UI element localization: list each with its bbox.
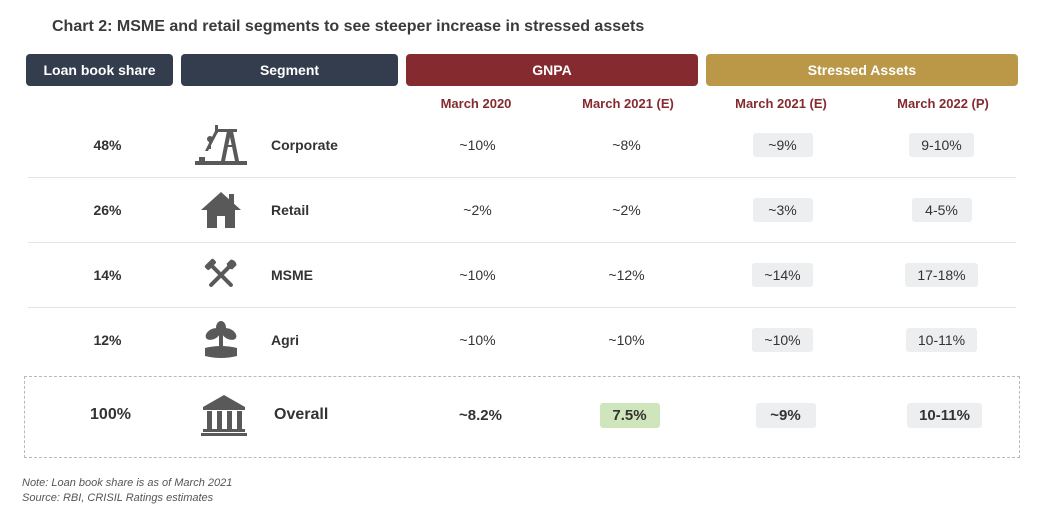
share-retail: 26% <box>22 180 177 240</box>
header-stressed-assets: Stressed Assets <box>706 54 1018 86</box>
footnote-line1: Note: Loan book share is as of March 202… <box>22 476 1032 491</box>
gnpa-corporate: ~10% ~8% <box>402 115 702 175</box>
gnpa2021-overall: 7.5% <box>600 403 660 428</box>
subheader-empty-1 <box>22 96 177 115</box>
gnpa-overall: ~8.2% 7.5% <box>405 383 705 447</box>
segment-corporate: Corporate <box>177 115 402 175</box>
segment-overall: Overall <box>180 383 405 447</box>
gnpa2020-overall: ~8.2% <box>409 407 552 424</box>
gnpa2021-msme: ~12% <box>555 267 698 283</box>
row-divider <box>28 177 1016 178</box>
gnpa2020-agri: ~10% <box>406 332 549 348</box>
segment-label-overall: Overall <box>274 406 401 424</box>
plant-icon <box>181 320 261 360</box>
stressed2021-retail: ~3% <box>753 198 813 222</box>
share-corporate: 48% <box>22 115 177 175</box>
share-agri: 12% <box>22 310 177 370</box>
overall-row: 100% Overall ~8.2% 7.5% ~9% <box>24 376 1020 458</box>
stressed-msme: ~14% 17-18% <box>702 245 1022 305</box>
row-divider <box>28 307 1016 308</box>
stressed-agri: ~10% 10-11% <box>702 310 1022 370</box>
stressed2022-retail: 4-5% <box>912 198 972 222</box>
stressed2022-corporate: 9-10% <box>909 133 973 157</box>
gnpa2021-retail: ~2% <box>555 202 698 218</box>
bank-icon <box>184 393 264 437</box>
stressed-retail: ~3% 4-5% <box>702 180 1022 240</box>
subheader-gnpa-2021: March 2021 (E) <box>554 96 702 111</box>
oil-rig-icon <box>181 125 261 165</box>
gnpa2021-agri: ~10% <box>555 332 698 348</box>
segment-agri: Agri <box>177 310 402 370</box>
stressed-corporate: ~9% 9-10% <box>702 115 1022 175</box>
stressed2021-corporate: ~9% <box>753 133 813 157</box>
header-gnpa: GNPA <box>406 54 698 86</box>
gnpa2020-corporate: ~10% <box>406 137 549 153</box>
row-divider <box>28 242 1016 243</box>
stressed2021-agri: ~10% <box>752 328 812 352</box>
segment-msme: MSME <box>177 245 402 305</box>
subheader-empty-2 <box>177 96 402 115</box>
segment-label-corporate: Corporate <box>271 137 398 153</box>
share-msme: 14% <box>22 245 177 305</box>
share-overall: 100% <box>25 383 180 447</box>
gnpa-msme: ~10% ~12% <box>402 245 702 305</box>
header-loan-book-share: Loan book share <box>26 54 173 86</box>
chart-title: Chart 2: MSME and retail segments to see… <box>52 18 1032 36</box>
subheader-stressed-2022: March 2022 (P) <box>864 96 1022 111</box>
subheader-gnpa-2020: March 2020 <box>402 96 550 111</box>
footnote: Note: Loan book share is as of March 202… <box>22 476 1032 507</box>
stressed2021-msme: ~14% <box>752 263 812 287</box>
segment-label-retail: Retail <box>271 202 398 218</box>
subheader-stressed-2021: March 2021 (E) <box>702 96 860 111</box>
gnpa-agri: ~10% ~10% <box>402 310 702 370</box>
segment-label-agri: Agri <box>271 332 398 348</box>
chart-table: Loan book share Segment GNPA Stressed As… <box>22 54 1032 458</box>
gnpa-retail: ~2% ~2% <box>402 180 702 240</box>
stressed2022-overall: 10-11% <box>907 403 982 428</box>
gnpa2020-msme: ~10% <box>406 267 549 283</box>
footnote-line2: Source: RBI, CRISIL Ratings estimates <box>22 491 1032 506</box>
segment-label-msme: MSME <box>271 267 398 283</box>
tools-icon <box>181 255 261 295</box>
stressed2022-agri: 10-11% <box>906 328 977 352</box>
stressed2022-msme: 17-18% <box>905 263 977 287</box>
segment-retail: Retail <box>177 180 402 240</box>
stressed2021-overall: ~9% <box>756 403 816 428</box>
stressed-overall: ~9% 10-11% <box>705 383 1025 447</box>
gnpa2021-corporate: ~8% <box>555 137 698 153</box>
house-icon <box>181 190 261 230</box>
header-segment: Segment <box>181 54 398 86</box>
gnpa2020-retail: ~2% <box>406 202 549 218</box>
